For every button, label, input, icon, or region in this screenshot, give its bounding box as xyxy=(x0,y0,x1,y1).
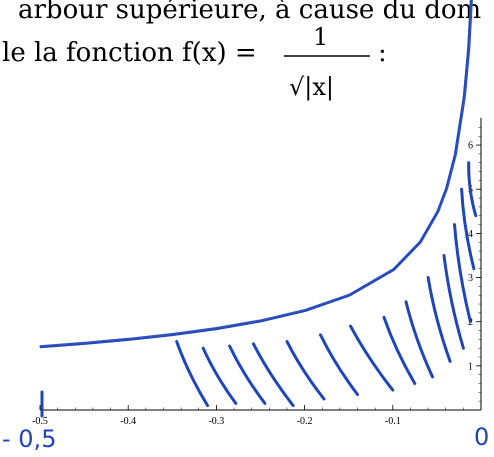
hatch-stroke xyxy=(175,340,210,408)
hatch-stroke xyxy=(319,333,359,396)
x-tick-label: -0.3 xyxy=(208,416,224,427)
annotation-right-bound: 0 xyxy=(474,423,489,451)
annotation-left-bound: - 0,5 xyxy=(2,425,56,453)
hatch-stroke xyxy=(467,161,478,218)
y-tick-label: 4 xyxy=(468,229,473,240)
x-tick-label: -0.2 xyxy=(297,416,313,427)
hatch-stroke xyxy=(382,315,417,385)
hatch-stroke xyxy=(228,344,267,405)
hatching-strokes xyxy=(175,161,478,408)
formula-prefix: le la fonction f(x) = xyxy=(2,38,257,68)
x-tick-label: -0.4 xyxy=(120,416,136,427)
hatch-stroke xyxy=(442,254,465,350)
header-line-top: arbour supérieure, à cause du dom xyxy=(18,0,481,25)
y-tick-label: 3 xyxy=(468,273,473,284)
formula-suffix: : xyxy=(378,38,387,68)
x-tick-label: -0.5 xyxy=(32,416,48,427)
hatch-stroke xyxy=(201,346,238,405)
header-text: arbour supérieure, à cause du dom le la … xyxy=(2,0,481,102)
fraction-numerator: 1 xyxy=(313,23,328,51)
hatch-stroke xyxy=(349,324,395,392)
y-tick-label: 6 xyxy=(468,141,473,152)
fraction-denominator: √|x| xyxy=(289,73,334,102)
hatch-stroke xyxy=(460,187,476,271)
x-tick-label: -0.1 xyxy=(385,416,401,427)
hatch-stroke xyxy=(404,300,434,379)
hatch-stroke xyxy=(251,342,295,408)
hatch-stroke xyxy=(285,340,326,401)
hand-traced-curve xyxy=(39,0,473,349)
y-tick-label: 1 xyxy=(468,361,473,372)
hatch-stroke xyxy=(453,223,472,324)
hatch-stroke xyxy=(426,276,452,363)
